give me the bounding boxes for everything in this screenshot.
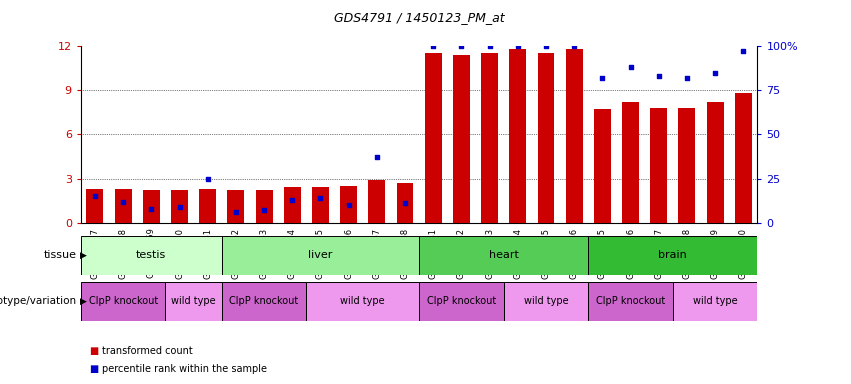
Bar	[227, 190, 244, 223]
Text: percentile rank within the sample: percentile rank within the sample	[102, 364, 267, 374]
Point	[454, 43, 468, 49]
Bar	[419, 236, 588, 275]
Bar	[397, 183, 414, 223]
Bar	[650, 108, 667, 223]
Bar	[734, 93, 751, 223]
Bar	[222, 236, 419, 275]
Bar	[588, 236, 757, 275]
Bar	[171, 190, 188, 223]
Text: wild type: wild type	[523, 296, 568, 306]
Point	[342, 202, 356, 208]
Text: heart: heart	[488, 250, 518, 260]
Bar	[165, 282, 222, 321]
Point	[540, 43, 553, 49]
Point	[624, 64, 637, 70]
Bar	[312, 187, 328, 223]
Bar	[306, 282, 419, 321]
Bar	[566, 49, 583, 223]
Point	[201, 175, 214, 182]
Text: ▶: ▶	[80, 297, 87, 306]
Point	[568, 43, 581, 49]
Text: wild type: wild type	[171, 296, 216, 306]
Point	[257, 207, 271, 214]
Point	[398, 200, 412, 206]
Point	[89, 193, 102, 199]
Point	[173, 204, 186, 210]
Bar	[419, 282, 504, 321]
Text: tissue: tissue	[43, 250, 77, 260]
Bar	[588, 282, 673, 321]
Text: GDS4791 / 1450123_PM_at: GDS4791 / 1450123_PM_at	[334, 12, 505, 25]
Bar	[81, 236, 222, 275]
Bar	[594, 109, 611, 223]
Point	[652, 73, 665, 79]
Text: ■: ■	[89, 364, 99, 374]
Text: ■: ■	[89, 346, 99, 356]
Bar	[509, 49, 526, 223]
Text: ClpP knockout: ClpP knockout	[230, 296, 299, 306]
Bar	[255, 190, 272, 223]
Text: ClpP knockout: ClpP knockout	[596, 296, 665, 306]
Bar	[283, 187, 300, 223]
Bar	[115, 189, 132, 223]
Bar	[706, 102, 723, 223]
Bar	[622, 102, 639, 223]
Text: testis: testis	[136, 250, 167, 260]
Bar	[143, 190, 160, 223]
Point	[511, 43, 524, 49]
Point	[145, 205, 158, 212]
Point	[285, 197, 299, 203]
Text: liver: liver	[308, 250, 333, 260]
Point	[314, 195, 328, 201]
Text: ClpP knockout: ClpP knockout	[89, 296, 157, 306]
Bar	[673, 282, 757, 321]
Text: genotype/variation: genotype/variation	[0, 296, 77, 306]
Text: brain: brain	[659, 250, 688, 260]
Point	[370, 154, 384, 161]
Bar	[222, 282, 306, 321]
Bar	[87, 189, 103, 223]
Point	[708, 70, 722, 76]
Point	[117, 199, 130, 205]
Bar	[425, 53, 442, 223]
Text: wild type: wild type	[693, 296, 738, 306]
Point	[229, 209, 243, 215]
Text: ClpP knockout: ClpP knockout	[427, 296, 496, 306]
Bar	[481, 53, 498, 223]
Bar	[340, 186, 357, 223]
Point	[483, 43, 496, 49]
Text: wild type: wild type	[340, 296, 385, 306]
Bar	[199, 189, 216, 223]
Text: ▶: ▶	[80, 251, 87, 260]
Bar	[678, 108, 695, 223]
Point	[680, 75, 694, 81]
Bar	[538, 53, 554, 223]
Bar	[453, 55, 470, 223]
Bar	[81, 282, 165, 321]
Point	[596, 75, 609, 81]
Text: transformed count: transformed count	[102, 346, 193, 356]
Bar	[368, 180, 386, 223]
Point	[736, 48, 750, 55]
Bar	[504, 282, 588, 321]
Point	[426, 43, 440, 49]
